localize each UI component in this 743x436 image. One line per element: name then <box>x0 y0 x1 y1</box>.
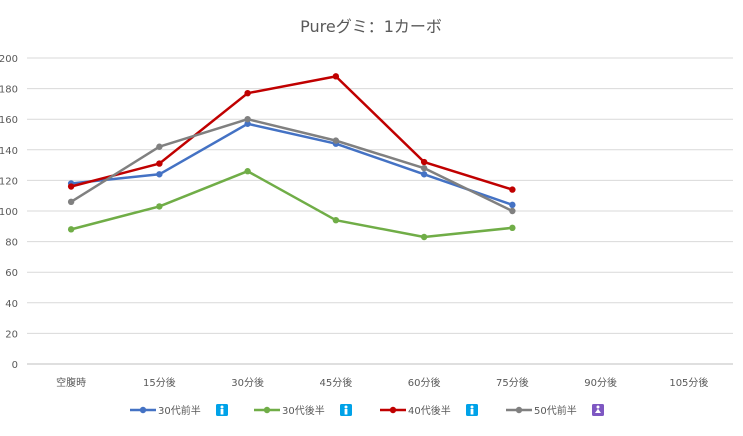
series-4-point <box>332 137 340 144</box>
series-3-point <box>67 183 75 190</box>
series-4-point <box>509 207 516 215</box>
x-tick-label: 75分後 <box>496 376 529 389</box>
x-tick-label: 60分後 <box>408 376 441 389</box>
series-2-point <box>67 226 75 233</box>
series-3-point <box>156 160 163 167</box>
series-line-3 <box>69 75 514 191</box>
series-3-point <box>509 186 516 193</box>
y-tick-label: 140 <box>0 146 18 157</box>
series-4-point <box>156 143 163 150</box>
y-tick-label: 60 <box>5 268 18 279</box>
series-1-point <box>509 201 516 209</box>
x-tick-label: 30分後 <box>231 376 264 389</box>
chart-title: Pureグミ：1カーボ <box>300 17 442 36</box>
female-icon-body <box>595 408 601 413</box>
series-2-point <box>332 216 340 224</box>
series-4-point <box>244 116 251 123</box>
y-tick-label: 120 <box>0 176 18 187</box>
legend-marker-2 <box>263 406 271 414</box>
y-tick-label: 20 <box>5 329 18 340</box>
x-tick-label: 45分後 <box>320 376 353 389</box>
series-2-point <box>420 233 428 241</box>
legend-marker-4 <box>515 406 523 414</box>
series-2-point <box>244 168 251 175</box>
x-tick-label: 空腹時 <box>56 376 86 389</box>
male-icon-head <box>470 405 474 409</box>
y-tick-label: 0 <box>12 360 18 371</box>
series-line-2 <box>69 169 514 239</box>
series-3-point <box>420 158 428 166</box>
series-2-point <box>156 203 163 210</box>
series-1-point <box>156 171 163 178</box>
x-tick-label: 90分後 <box>584 376 617 389</box>
series-1-point <box>244 120 251 127</box>
series-4-point <box>420 164 428 172</box>
series-3-point <box>332 73 340 80</box>
series-2-point <box>509 224 516 232</box>
female-icon-head <box>596 405 600 409</box>
series-line-1 <box>69 122 514 207</box>
male-icon-head <box>344 405 348 409</box>
y-tick-label: 100 <box>0 207 18 218</box>
legend-marker-1 <box>139 406 147 414</box>
y-tick-label: 200 <box>0 54 18 65</box>
legend-label-3: 40代後半 <box>408 404 451 417</box>
series-3-point <box>244 89 251 97</box>
series-1-point <box>420 171 428 178</box>
male-icon-body <box>220 409 224 415</box>
male-icon-head <box>220 405 224 409</box>
y-tick-label: 40 <box>5 299 18 310</box>
series-line-4 <box>69 117 514 213</box>
y-tick-label: 180 <box>0 85 18 96</box>
x-tick-label: 105分後 <box>669 376 708 389</box>
legend-label-4: 50代前半 <box>534 404 577 417</box>
series-4-point <box>67 198 75 206</box>
male-icon-body <box>470 409 474 415</box>
x-tick-label: 15分後 <box>143 376 176 389</box>
y-tick-label: 160 <box>0 115 18 126</box>
y-tick-label: 80 <box>5 238 18 249</box>
legend-label-1: 30代前半 <box>158 404 201 417</box>
male-icon-body <box>344 409 348 415</box>
legend-label-2: 30代後半 <box>282 404 325 417</box>
legend-marker-3 <box>389 406 397 414</box>
